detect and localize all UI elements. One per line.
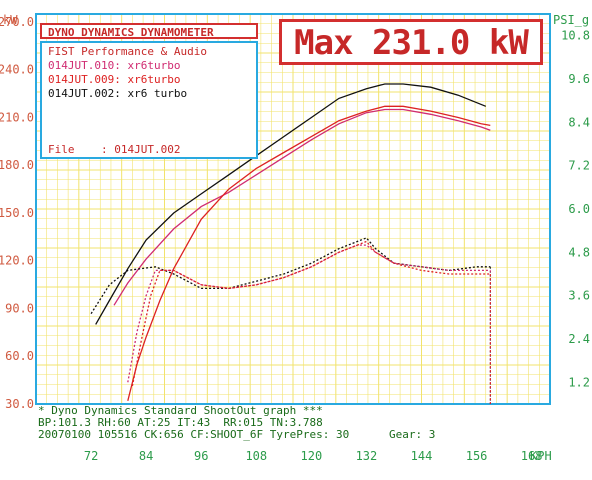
x-tick-label: 156: [466, 449, 488, 463]
y-tick-label-left: 150.0: [0, 206, 34, 220]
y-axis-label-left: kW: [3, 13, 18, 27]
ticks-layer: 72 84 96 108 120 132 144 156 168 30.0 60.0 90.0 120.…: [0, 15, 590, 463]
x-axis-label: KPH: [530, 449, 552, 463]
y-axis-label-right: PSI_g: [553, 13, 589, 27]
series-layer: [90, 83, 491, 404]
dyno-title-box: DYNO DYNAMICS DYNAMOMETER: [40, 23, 258, 39]
file-value: : 014JUT.002: [101, 143, 181, 156]
max-power-box: Max 231.0 kW: [279, 19, 543, 65]
y-tick-label-right: 6.0: [568, 202, 590, 216]
footer-line-3: 20070100 105516 CK:656 CF:SHOOT_6F TyreP…: [38, 429, 550, 441]
gear-value: Gear: 3: [389, 428, 436, 441]
y-tick-label-left: 240.0: [0, 63, 34, 77]
y-tick-label-right: 7.2: [568, 159, 590, 173]
legend-run-1-name: xr6turbo: [127, 59, 181, 72]
series-boost-014jut-010: [127, 244, 491, 383]
y-tick-label-right: 10.8: [561, 29, 590, 43]
series-boost-014jut-002: [90, 237, 491, 315]
x-tick-label: 108: [245, 449, 267, 463]
legend-run-2: 014JUT.009: xr6turbo: [48, 73, 256, 87]
max-power-value: Max 231.0 kW: [294, 23, 529, 63]
x-tick-label: 96: [194, 449, 208, 463]
file-label: File: [48, 143, 75, 156]
legend-run-3-name: xr6 turbo: [127, 87, 188, 100]
series-power-014jut-010: [113, 108, 491, 306]
legend-run-3-file: 014JUT.002:: [48, 87, 121, 100]
y-tick-label-left: 90.0: [5, 301, 34, 315]
series-power-014jut-009: [127, 105, 491, 401]
dyno-title: DYNO DYNAMICS DYNAMOMETER: [48, 26, 214, 39]
file-line: File : 014JUT.002: [48, 143, 256, 157]
y-tick-label-left: 270.0: [0, 15, 34, 29]
y-tick-label-left: 30.0: [5, 397, 34, 411]
y-tick-label-left: 180.0: [0, 158, 34, 172]
y-tick-label-left: 120.0: [0, 254, 34, 268]
series-boost-014jut-009: [131, 240, 491, 387]
x-tick-label: 132: [356, 449, 378, 463]
y-tick-label-right: 8.4: [568, 115, 590, 129]
footer-line-2: BP:101.3 RH:60 AT:25 IT:43 RR:015 TN:3.7…: [38, 416, 323, 429]
x-tick-label: 144: [411, 449, 433, 463]
run-info-box: FIST Performance & Audio 014JUT.010: xr6…: [40, 41, 258, 159]
shop-name: FIST Performance & Audio: [48, 45, 207, 58]
legend-run-1-file: 014JUT.010:: [48, 59, 121, 72]
x-tick-label: 120: [301, 449, 323, 463]
series-power-014jut-002: [95, 83, 487, 325]
y-tick-label-right: 2.4: [568, 332, 590, 346]
plot-frame: [35, 13, 551, 405]
x-tick-label: 72: [84, 449, 98, 463]
y-tick-label-right: 1.2: [568, 375, 590, 389]
x-tick-label: 168: [521, 449, 543, 463]
y-tick-label-right: 3.6: [568, 289, 590, 303]
legend-run-1: 014JUT.010: xr6turbo: [48, 59, 256, 73]
y-tick-label-right: 9.6: [568, 72, 590, 86]
y-tick-label-right: 4.8: [568, 245, 590, 259]
footer-line-1: * Dyno Dynamics Standard ShootOut graph …: [38, 404, 323, 417]
legend-run-2-name: xr6turbo: [127, 73, 181, 86]
legend-run-3: 014JUT.002: xr6 turbo: [48, 87, 256, 101]
x-tick-label: 84: [139, 449, 153, 463]
footer-conditions: 20070100 105516 CK:656 CF:SHOOT_6F TyreP…: [38, 428, 350, 441]
legend-run-2-file: 014JUT.009:: [48, 73, 121, 86]
dyno-footer: * Dyno Dynamics Standard ShootOut graph …: [38, 405, 550, 441]
y-tick-label-left: 210.0: [0, 110, 34, 124]
y-tick-label-left: 60.0: [5, 349, 34, 363]
